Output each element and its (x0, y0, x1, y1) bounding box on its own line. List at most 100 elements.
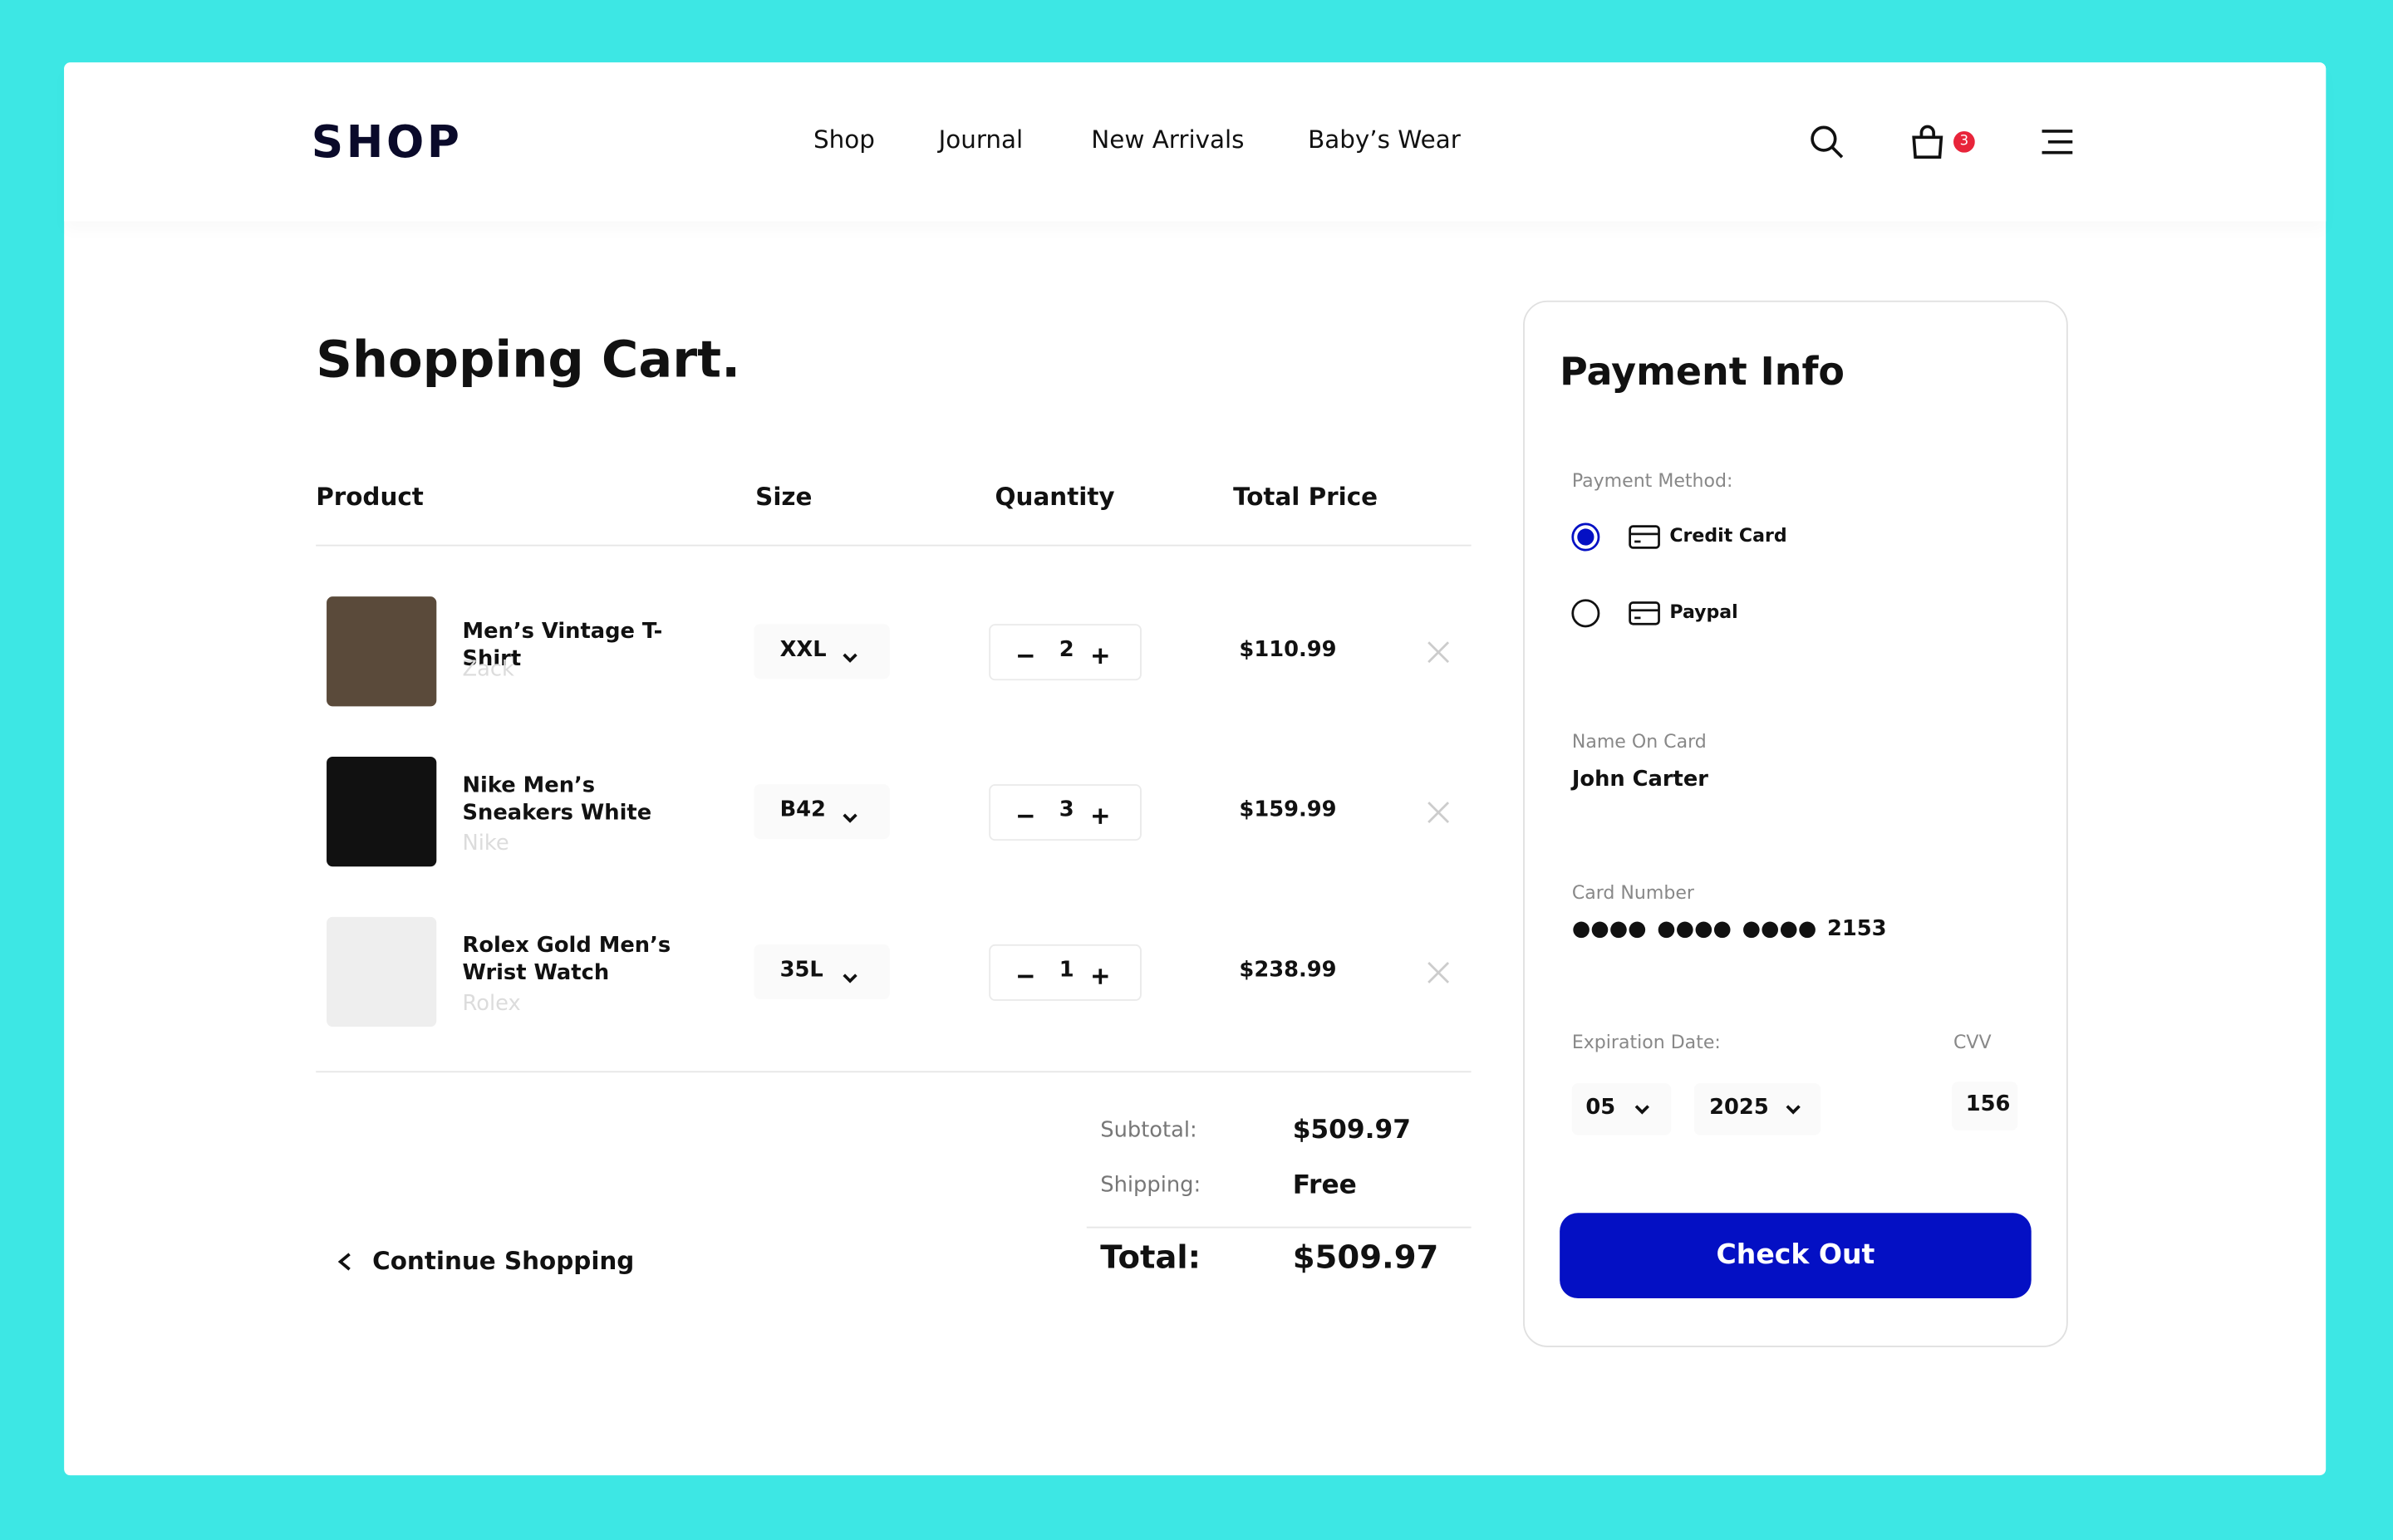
chevron (841, 642, 859, 671)
header (64, 62, 2327, 222)
cart-title: Shopping Cart. (316, 329, 741, 390)
divider (316, 1071, 1472, 1073)
radio-button-graphic (1571, 599, 1600, 628)
minus-button[interactable] (1016, 802, 1034, 831)
minus-button[interactable] (1016, 963, 1034, 992)
card-value[interactable]: ●●●● ●●●● ●●●● 2153 (1571, 916, 1887, 942)
remove-button[interactable] (1427, 801, 1450, 830)
plus-button-graphic (1093, 808, 1108, 824)
chevron (1786, 1105, 1801, 1115)
total-label: Total: (1100, 1238, 1201, 1276)
cvv-box[interactable] (1952, 1081, 2018, 1131)
subtotal-value: $509.97 (1292, 1115, 1411, 1146)
remove-button-graphic (1427, 802, 1450, 823)
remove-button-graphic (1427, 641, 1450, 664)
product-image (327, 757, 437, 867)
total-value: $509.97 (1292, 1238, 1439, 1276)
nav-link[interactable]: Journal (938, 125, 1024, 154)
nav-link[interactable]: Shop (813, 125, 875, 154)
radio-button-graphic (1571, 522, 1600, 552)
size-select[interactable] (754, 784, 890, 840)
quantity-value: 1 (1059, 958, 1074, 983)
product-image (327, 916, 437, 1027)
chevron (1634, 1105, 1649, 1115)
minus-button-graphic (1018, 654, 1034, 658)
product-brand: Zack (462, 657, 514, 683)
subtotal-label: Subtotal: (1100, 1118, 1197, 1143)
back-chevron[interactable] (336, 1251, 354, 1273)
card-label: Card Number (1571, 881, 1694, 904)
plus-button-graphic (1093, 969, 1108, 984)
product-brand: Nike (462, 831, 509, 856)
payment-panel (1523, 300, 2068, 1347)
method-label: Payment Method: (1571, 469, 1733, 492)
chevron (841, 802, 859, 831)
chevron-graphic (843, 974, 857, 983)
nav-link[interactable]: Baby’s Wear (1308, 125, 1461, 154)
item-price: $159.99 (1239, 797, 1337, 822)
cvv-label: CVV (1953, 1031, 1992, 1053)
column-header: Product (316, 482, 424, 512)
product-name: Rolex Gold Men’s Wrist Watch (462, 934, 671, 986)
minus-button-graphic (1018, 974, 1034, 978)
remove-button[interactable] (1427, 961, 1450, 990)
quantity-box (989, 784, 1142, 841)
continue-shopping[interactable]: Continue Shopping (372, 1246, 635, 1276)
shipping-label: Shipping: (1100, 1173, 1201, 1198)
cart-badge: 3 (1953, 130, 1975, 153)
card-icon (1629, 601, 1661, 632)
size-value: 35L (779, 958, 823, 983)
name-label: Name On Card (1571, 730, 1707, 753)
radio-button[interactable] (1570, 522, 1601, 558)
method-name[interactable]: Credit Card (1669, 524, 1787, 547)
remove-button[interactable] (1427, 640, 1450, 669)
remove-button-graphic (1427, 962, 1450, 983)
month-value: 05 (1585, 1095, 1616, 1121)
payment-title: Payment Info (1560, 349, 1845, 394)
cart-icon[interactable] (1911, 124, 1944, 160)
size-value: XXL (779, 637, 827, 663)
plus-button[interactable] (1091, 802, 1109, 831)
checkout-button[interactable]: Check Out (1560, 1213, 2032, 1299)
size-select[interactable] (754, 624, 890, 679)
minus-button[interactable] (1016, 642, 1034, 671)
search-icon[interactable] (1809, 124, 1845, 160)
product-name: Nike Men’s Sneakers White (462, 773, 652, 826)
plus-button-graphic (1093, 648, 1108, 664)
column-header: Size (755, 482, 813, 512)
size-value: B42 (779, 797, 826, 822)
divider (316, 544, 1472, 547)
plus-button[interactable] (1091, 642, 1109, 671)
size-select[interactable] (754, 944, 890, 1000)
year-select[interactable] (1693, 1083, 1821, 1135)
radio-button[interactable] (1570, 598, 1601, 635)
card-icon (1629, 525, 1661, 556)
chevron (841, 963, 859, 992)
menu-icon[interactable] (2041, 128, 2074, 155)
expiration-label: Expiration Date: (1571, 1031, 1721, 1053)
chevron-graphic (843, 813, 857, 823)
method-name[interactable]: Paypal (1669, 601, 1738, 623)
minus-button-graphic (1018, 814, 1034, 818)
product-name: Men’s Vintage T-Shirt (462, 619, 663, 672)
item-price: $110.99 (1239, 637, 1337, 663)
product-image (327, 596, 437, 707)
chevron-graphic (843, 653, 857, 663)
year-value: 2025 (1709, 1095, 1769, 1121)
name-value[interactable]: John Carter (1571, 767, 1708, 792)
card-icon-graphic (1629, 601, 1660, 625)
quantity-box (989, 624, 1142, 681)
card-icon-graphic (1629, 525, 1660, 549)
month-select[interactable] (1571, 1083, 1672, 1135)
nav-link[interactable]: New Arrivals (1091, 125, 1245, 154)
column-header: Quantity (995, 482, 1115, 512)
shipping-value: Free (1292, 1170, 1357, 1201)
quantity-box (989, 944, 1142, 1001)
quantity-value: 2 (1059, 637, 1074, 663)
logo[interactable]: SHOP (311, 115, 463, 169)
column-header: Total Price (1233, 482, 1378, 512)
plus-button[interactable] (1091, 963, 1109, 992)
quantity-value: 3 (1059, 797, 1074, 822)
product-brand: Rolex (462, 991, 521, 1017)
